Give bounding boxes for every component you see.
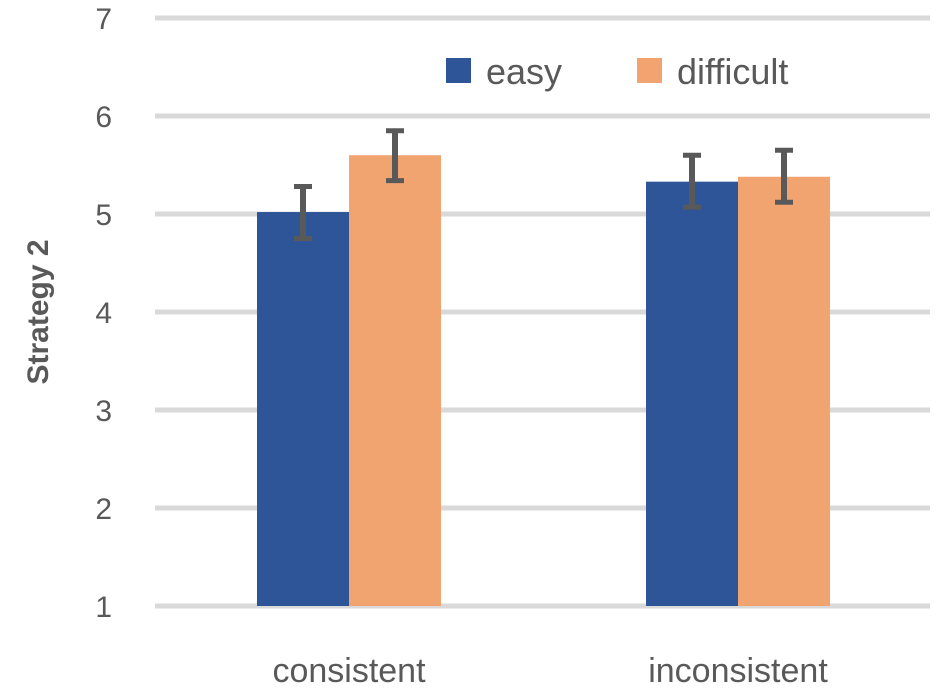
legend-label-easy: easy [486, 51, 562, 92]
bar-difficult-consistent [349, 155, 441, 606]
category-label: consistent [272, 652, 426, 690]
error-bars [294, 128, 793, 241]
y-tick-labels: 1 2 3 4 5 6 7 [95, 3, 112, 624]
bar-easy-inconsistent [646, 181, 738, 606]
y-tick-label: 6 [95, 101, 112, 134]
legend: easy difficult [446, 51, 788, 92]
legend-swatch-difficult [637, 58, 662, 83]
y-tick-label: 7 [95, 3, 112, 36]
bar-easy-consistent [257, 212, 349, 607]
y-tick-label: 5 [95, 199, 112, 232]
y-tick-label: 3 [95, 395, 112, 428]
category-labels: consistent inconsistent [272, 652, 828, 690]
bar-difficult-inconsistent [738, 176, 830, 606]
y-tick-label: 1 [95, 591, 112, 624]
y-axis-label: Strategy 2 [22, 239, 55, 384]
legend-swatch-easy [446, 58, 471, 83]
bars [257, 155, 830, 607]
category-label: inconsistent [648, 652, 828, 690]
y-tick-label: 4 [95, 297, 112, 330]
y-tick-label: 2 [95, 493, 112, 526]
legend-label-difficult: difficult [677, 51, 788, 92]
